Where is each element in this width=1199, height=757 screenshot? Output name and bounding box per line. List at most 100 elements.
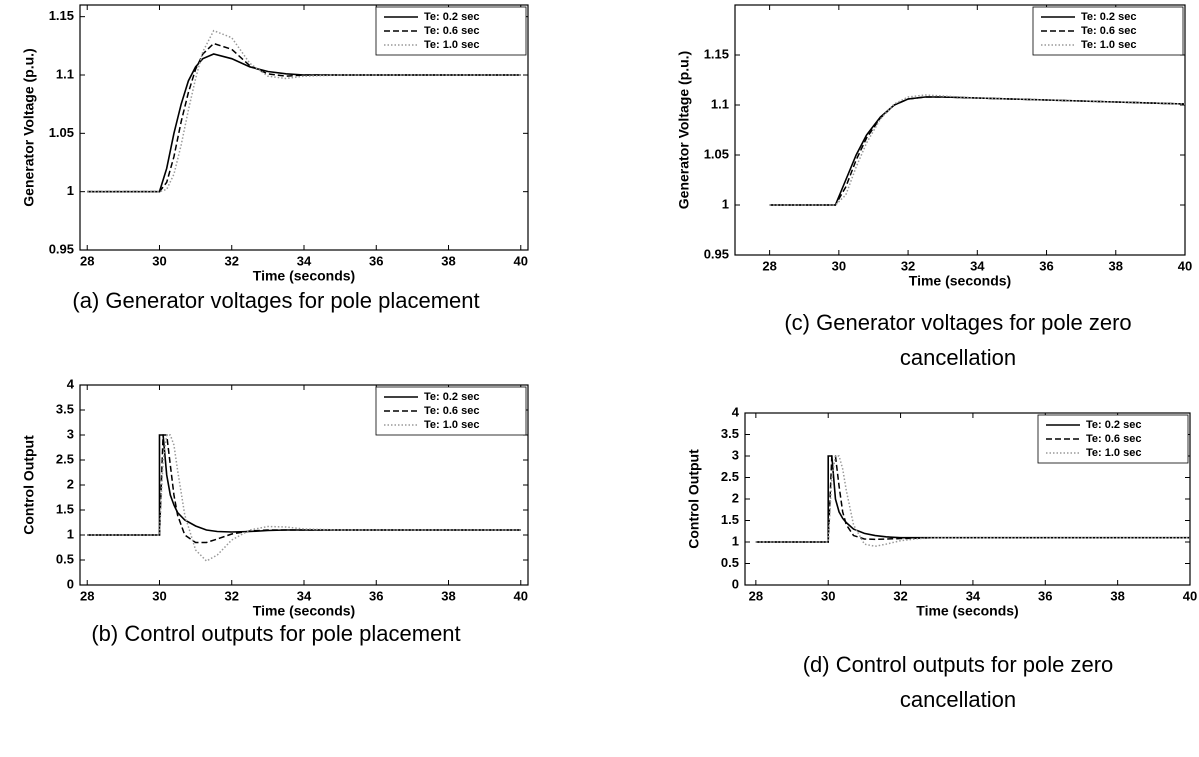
chart: 28 30 32 34 36 38 40 0 0.5 1 1.5 2 2.5 3 3.5 4 Time (sec… (21, 376, 529, 619)
legend-label: Te: 0.6 sec (424, 25, 479, 37)
series-line (87, 53, 521, 193)
series-line (769, 96, 1186, 206)
legend-label: Te: 0.6 sec (1081, 25, 1136, 37)
legend-label: Te: 0.2 sec (424, 11, 479, 23)
y-tick-label: 0.95 (704, 246, 729, 261)
y-tick-label: 1 (67, 183, 74, 198)
y-tick-label: 1 (732, 533, 739, 548)
x-tick-label: 30 (821, 588, 835, 603)
series-line (87, 434, 521, 536)
y-axis-label: Control Output (21, 435, 37, 535)
x-tick-label: 30 (832, 258, 846, 273)
y-axis-label: Generator Voltage (p.u.) (676, 51, 692, 209)
x-tick-label: 32 (225, 253, 239, 268)
x-tick-label: 38 (1109, 258, 1123, 273)
x-tick-label: 36 (369, 588, 383, 603)
y-tick-label: 0.95 (49, 241, 74, 256)
series-line (755, 455, 1190, 548)
legend-box (375, 6, 527, 56)
x-axis-label: Time (seconds) (253, 268, 355, 284)
x-tick-label: 32 (225, 588, 239, 603)
x-tick-label: 36 (369, 253, 383, 268)
x-axis-label: Time (seconds) (909, 273, 1011, 289)
caption: (a) Generator voltages for pole placemen… (72, 288, 480, 313)
y-tick-label: 2 (732, 490, 739, 505)
x-tick-label: 28 (762, 258, 776, 273)
y-tick-label: 1.1 (56, 66, 74, 81)
y-tick-label: 0.5 (721, 555, 739, 570)
x-tick-label: 34 (297, 253, 312, 268)
y-axis-label: Control Output (686, 449, 702, 549)
y-tick-label: 0 (67, 576, 74, 591)
x-tick-label: 40 (1178, 258, 1192, 273)
legend-label: Te: 1.0 sec (424, 419, 479, 431)
x-axis-label: Time (seconds) (253, 603, 355, 619)
caption: (b) Control outputs for pole placement (91, 621, 461, 646)
y-tick-label: 1 (67, 526, 74, 541)
x-tick-label: 38 (1110, 588, 1124, 603)
y-tick-label: 1.05 (49, 125, 74, 140)
legend-label: Te: 0.2 sec (1081, 11, 1136, 23)
series-line (755, 455, 1190, 543)
x-tick-label: 30 (152, 588, 166, 603)
y-tick-label: 1.5 (721, 512, 739, 527)
y-tick-label: 3.5 (721, 426, 739, 441)
series-line (87, 42, 521, 193)
caption: (c) Generator voltages for pole zero can… (784, 310, 1132, 370)
y-tick-label: 3.5 (56, 401, 74, 416)
x-tick-label: 38 (441, 253, 455, 268)
x-tick-label: 38 (441, 588, 455, 603)
legend-label: Te: 1.0 sec (1086, 447, 1141, 459)
series-line (87, 434, 521, 544)
series-line (755, 455, 1190, 543)
x-tick-label: 34 (297, 588, 312, 603)
chart: 28 30 32 34 36 38 40 0.95 1 1.05 1.1 1.15 Time (seco… (21, 4, 529, 284)
x-tick-label: 32 (893, 588, 907, 603)
x-tick-label: 34 (966, 588, 981, 603)
x-tick-label: 34 (970, 258, 985, 273)
x-tick-label: 36 (1039, 258, 1053, 273)
legend-box (375, 386, 527, 436)
y-tick-label: 0.5 (56, 551, 74, 566)
y-tick-label: 1 (722, 196, 729, 211)
x-tick-label: 28 (749, 588, 763, 603)
legend-label: Te: 1.0 sec (424, 39, 479, 51)
chart: 28 30 32 34 36 38 40 0.95 1 1.05 1.1 1.15 Time (seco… (676, 4, 1192, 289)
series-line (769, 96, 1186, 206)
x-tick-label: 40 (514, 253, 528, 268)
x-tick-label: 28 (80, 588, 94, 603)
y-axis-label: Generator Voltage (p.u.) (21, 48, 37, 206)
plot-frame (734, 4, 1186, 256)
chart: 28 30 32 34 36 38 40 0 0.5 1 1.5 2 2.5 3 3.5 4 Time (sec… (686, 404, 1198, 618)
y-tick-label: 3 (732, 447, 739, 462)
x-tick-label: 40 (1183, 588, 1197, 603)
y-tick-label: 0 (732, 576, 739, 591)
x-tick-label: 28 (80, 253, 94, 268)
y-tick-label: 1.15 (49, 8, 74, 23)
legend-label: Te: 0.2 sec (424, 391, 479, 403)
series-line (769, 94, 1186, 206)
legend-label: Te: 0.6 sec (424, 405, 479, 417)
y-tick-label: 1.05 (704, 146, 729, 161)
series-line (87, 29, 521, 193)
y-tick-label: 2.5 (56, 451, 74, 466)
y-tick-label: 2 (67, 476, 74, 491)
legend-box (1037, 414, 1189, 464)
y-tick-label: 1.15 (704, 46, 729, 61)
x-tick-label: 40 (514, 588, 528, 603)
x-axis-label: Time (seconds) (916, 603, 1018, 619)
legend-label: Te: 1.0 sec (1081, 39, 1136, 51)
legend-box (1032, 6, 1184, 56)
y-tick-label: 4 (67, 376, 75, 391)
y-tick-label: 1.5 (56, 501, 74, 516)
x-tick-label: 32 (901, 258, 915, 273)
caption: (d) Control outputs for pole zero cancel… (802, 652, 1114, 712)
y-tick-label: 2.5 (721, 469, 739, 484)
y-tick-label: 4 (732, 404, 740, 419)
x-tick-label: 36 (1038, 588, 1052, 603)
x-tick-label: 30 (152, 253, 166, 268)
y-tick-label: 3 (67, 426, 74, 441)
legend-label: Te: 0.2 sec (1086, 419, 1141, 431)
